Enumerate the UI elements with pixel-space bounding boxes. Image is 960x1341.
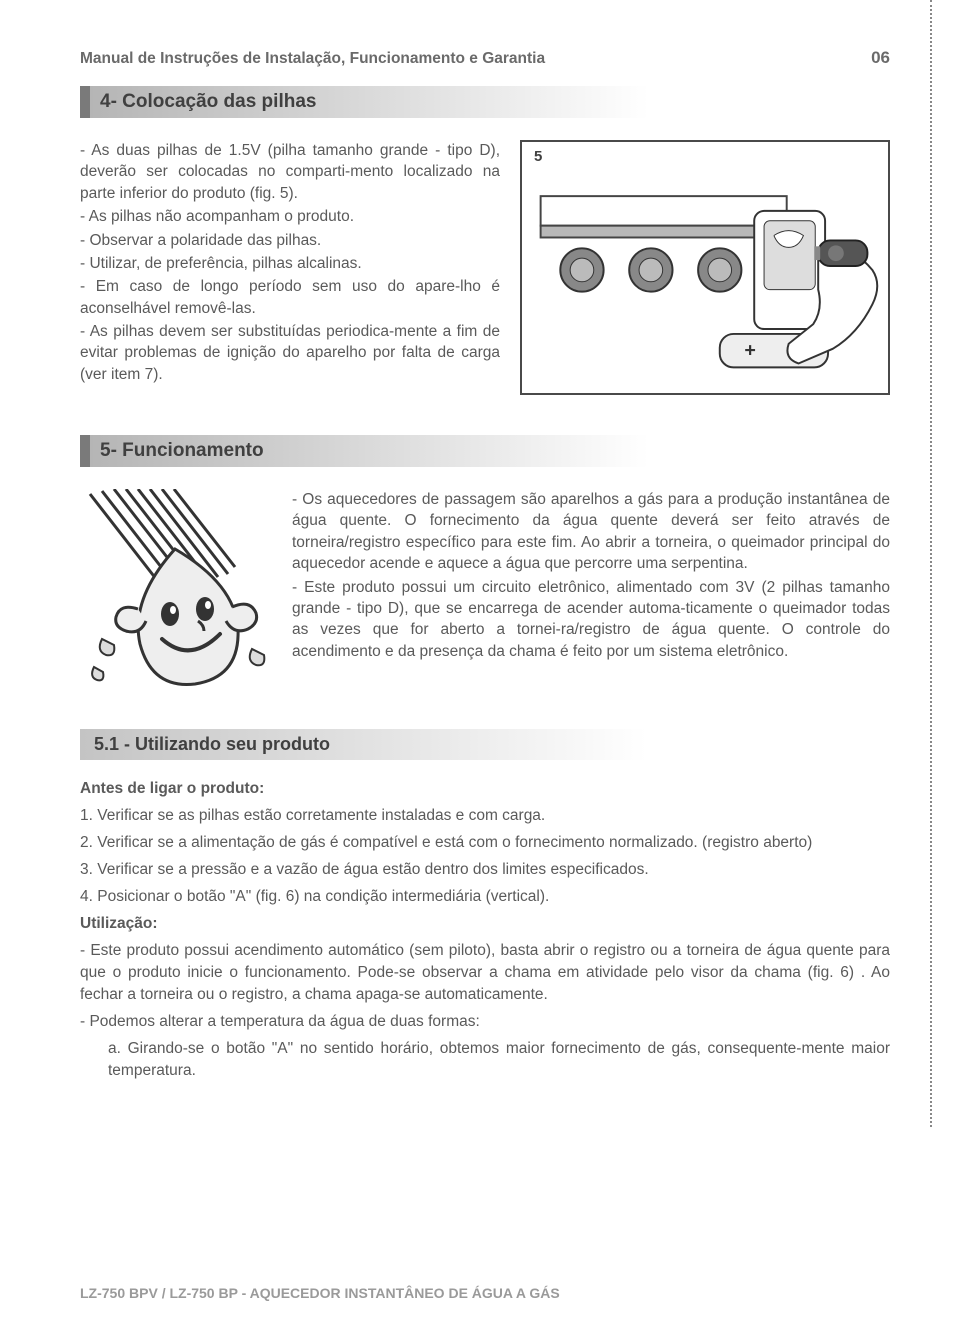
section-4-body: - As duas pilhas de 1.5V (pilha tamanho … [80,140,890,395]
page-header: Manual de Instruções de Instalação, Func… [80,48,890,68]
use-sub-a: a. Girando-se o botão "A" no sentido hor… [80,1038,890,1082]
page-perforation [930,0,932,1127]
use-item: - Podemos alterar a temperatura da água … [80,1011,890,1033]
s4-line: - As pilhas devem ser substituídas perio… [80,321,500,385]
s4-line: - Observar a polaridade das pilhas. [80,230,500,251]
section-4-text: - As duas pilhas de 1.5V (pilha tamanho … [80,140,500,395]
section-5-1-body: Antes de ligar o produto: 1. Verificar s… [80,778,890,1082]
before-item: 2. Verificar se a alimentação de gás é c… [80,832,890,854]
footer-model: LZ-750 BPV / LZ-750 BP - AQUECEDOR INSTA… [80,1285,560,1301]
section-5-text: - Os aquecedores de passagem são aparelh… [292,489,890,664]
svg-text:+: + [744,340,756,362]
s4-line: - Utilizar, de preferência, pilhas alcal… [80,253,500,274]
water-drop-character [80,489,270,699]
before-heading: Antes de ligar o produto: [80,778,890,800]
s4-line: - As duas pilhas de 1.5V (pilha tamanho … [80,140,500,204]
section-5-body: - Os aquecedores de passagem são aparelh… [80,489,890,699]
battery-compartment-illustration: + − [522,142,888,393]
s4-line: - Em caso de longo período sem uso do ap… [80,276,500,319]
page-number: 06 [871,48,890,68]
s5-para: - Este produto possui um circuito eletrô… [292,577,890,663]
before-item: 1. Verificar se as pilhas estão corretam… [80,805,890,827]
s5-para: - Os aquecedores de passagem são aparelh… [292,489,890,575]
header-title: Manual de Instruções de Instalação, Func… [80,50,545,68]
before-item: 3. Verificar se a pressão e a vazão de á… [80,859,890,881]
page: Manual de Instruções de Instalação, Func… [0,0,960,1127]
section-5-1-heading: 5.1 - Utilizando seu produto [80,729,890,760]
before-item: 4. Posicionar o botão "A" (fig. 6) na co… [80,886,890,908]
section-4-heading: 4- Colocação das pilhas [80,86,890,118]
use-item: - Este produto possui acendimento automá… [80,940,890,1006]
figure-5: 5 + − [520,140,890,395]
use-heading: Utilização: [80,913,890,935]
figure-5-label: 5 [534,148,542,165]
s4-line: - As pilhas não acompanham o produto. [80,206,500,227]
section-5-heading: 5- Funcionamento [80,435,890,467]
